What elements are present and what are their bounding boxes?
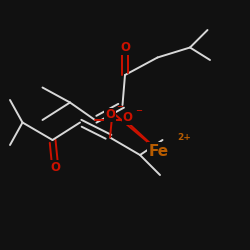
- Text: O: O: [50, 161, 60, 174]
- Text: O: O: [122, 111, 132, 124]
- Text: O: O: [120, 41, 130, 54]
- Text: −: −: [116, 102, 123, 111]
- Text: O: O: [105, 108, 115, 122]
- Text: −: −: [135, 106, 142, 115]
- Text: 2+: 2+: [177, 133, 191, 142]
- Text: Fe: Fe: [149, 144, 169, 159]
